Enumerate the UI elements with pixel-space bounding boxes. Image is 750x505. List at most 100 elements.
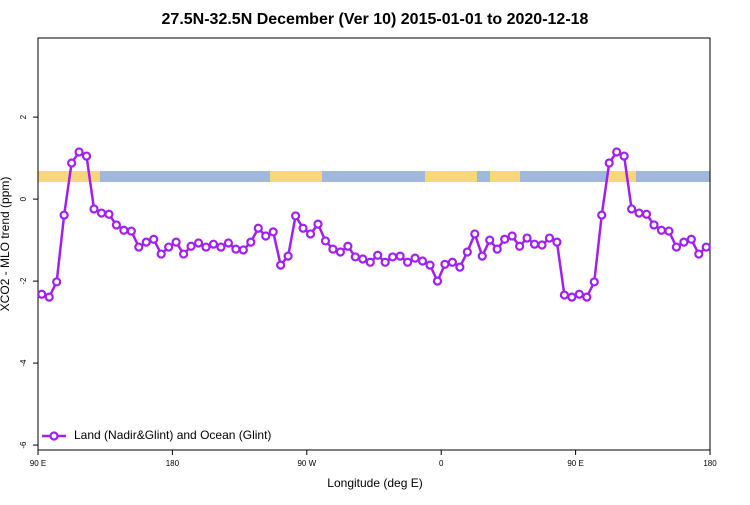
data-point xyxy=(320,236,331,246)
data-point xyxy=(649,220,659,230)
data-point xyxy=(470,229,480,239)
y-axis-title: XCO2 - MLO trend (ppm) xyxy=(0,177,12,312)
y-tick-label: 2 xyxy=(19,114,28,119)
land-band xyxy=(425,171,477,182)
y-tick-label: 0 xyxy=(19,196,28,201)
data-point xyxy=(253,223,263,233)
data-point xyxy=(37,289,47,299)
data-point xyxy=(141,237,151,247)
data-point xyxy=(552,237,562,247)
data-point xyxy=(492,244,502,254)
data-point xyxy=(298,223,308,233)
data-point xyxy=(567,292,577,302)
data-point xyxy=(604,158,614,168)
data-point xyxy=(268,227,278,237)
land-band xyxy=(490,171,520,182)
data-point xyxy=(328,244,338,254)
data-point xyxy=(537,240,547,250)
data-point xyxy=(500,234,510,244)
data-point xyxy=(485,235,495,245)
data-point xyxy=(89,204,99,214)
data-point xyxy=(283,251,293,261)
data-point xyxy=(74,147,84,157)
data-point xyxy=(477,251,487,261)
y-tick-label: -6 xyxy=(19,441,28,449)
data-point xyxy=(66,158,77,168)
x-tick-label: 90 E xyxy=(567,459,583,468)
ocean-band xyxy=(38,171,710,182)
y-tick-label: -2 xyxy=(19,277,28,285)
data-point xyxy=(686,234,696,244)
x-tick-label: 180 xyxy=(166,459,180,468)
data-point xyxy=(238,245,248,255)
data-point xyxy=(193,238,204,248)
data-point xyxy=(186,241,196,251)
data-point xyxy=(388,252,398,262)
data-point xyxy=(201,242,211,252)
data-point xyxy=(380,257,390,267)
chart-title: 27.5N-32.5N December (Ver 10) 2015-01-01… xyxy=(162,11,589,28)
data-point xyxy=(343,241,353,251)
data-point xyxy=(223,238,233,248)
data-point xyxy=(447,257,457,267)
y-tick-label: -4 xyxy=(19,359,28,367)
x-tick-label: 0 xyxy=(439,459,444,468)
data-point xyxy=(641,209,652,219)
data-point xyxy=(432,276,443,286)
data-point xyxy=(276,260,286,270)
data-point xyxy=(291,211,301,221)
data-point xyxy=(656,225,667,235)
data-point xyxy=(305,229,316,239)
land-band xyxy=(270,171,322,182)
data-point xyxy=(597,210,607,220)
legend-label: Land (Nadir&Glint) and Ocean (Glint) xyxy=(74,428,271,442)
data-point xyxy=(619,151,629,161)
data-point xyxy=(671,242,682,252)
data-point xyxy=(246,237,256,247)
data-point xyxy=(313,219,323,229)
data-point xyxy=(350,252,360,262)
data-point xyxy=(119,225,129,235)
data-point xyxy=(52,277,62,287)
x-tick-label: 180 xyxy=(703,459,717,468)
data-point xyxy=(179,249,189,259)
data-point xyxy=(365,257,375,267)
data-point xyxy=(694,249,704,259)
data-point xyxy=(231,244,241,254)
data-point xyxy=(522,233,532,243)
x-tick-label: 90 E xyxy=(30,459,46,468)
data-point xyxy=(440,259,450,269)
data-point xyxy=(126,226,136,236)
data-point xyxy=(574,289,584,299)
data-point xyxy=(559,290,570,300)
data-point xyxy=(425,260,435,270)
legend-marker xyxy=(49,431,59,441)
data-point xyxy=(134,242,144,252)
plot-frame xyxy=(37,37,711,451)
data-point xyxy=(208,239,219,249)
land-band xyxy=(608,171,636,182)
data-point xyxy=(462,247,472,257)
data-point xyxy=(261,231,271,241)
data-point xyxy=(156,249,166,259)
data-point xyxy=(81,151,92,161)
data-point xyxy=(104,209,114,219)
data-point xyxy=(171,237,181,247)
data-point xyxy=(589,277,599,287)
data-point xyxy=(335,247,345,257)
data-point xyxy=(612,147,622,157)
data-point xyxy=(634,208,644,218)
x-axis-title: Longitude (deg E) xyxy=(327,476,422,490)
data-point xyxy=(395,251,405,261)
data-point xyxy=(455,262,465,272)
data-point xyxy=(417,256,428,266)
x-tick-label: 90 W xyxy=(297,459,316,468)
data-point xyxy=(111,220,122,230)
data-point xyxy=(410,253,420,263)
data-point xyxy=(626,204,637,214)
data-point xyxy=(216,242,226,252)
data-point xyxy=(544,233,555,243)
data-point xyxy=(403,257,413,267)
data-point xyxy=(44,292,54,302)
